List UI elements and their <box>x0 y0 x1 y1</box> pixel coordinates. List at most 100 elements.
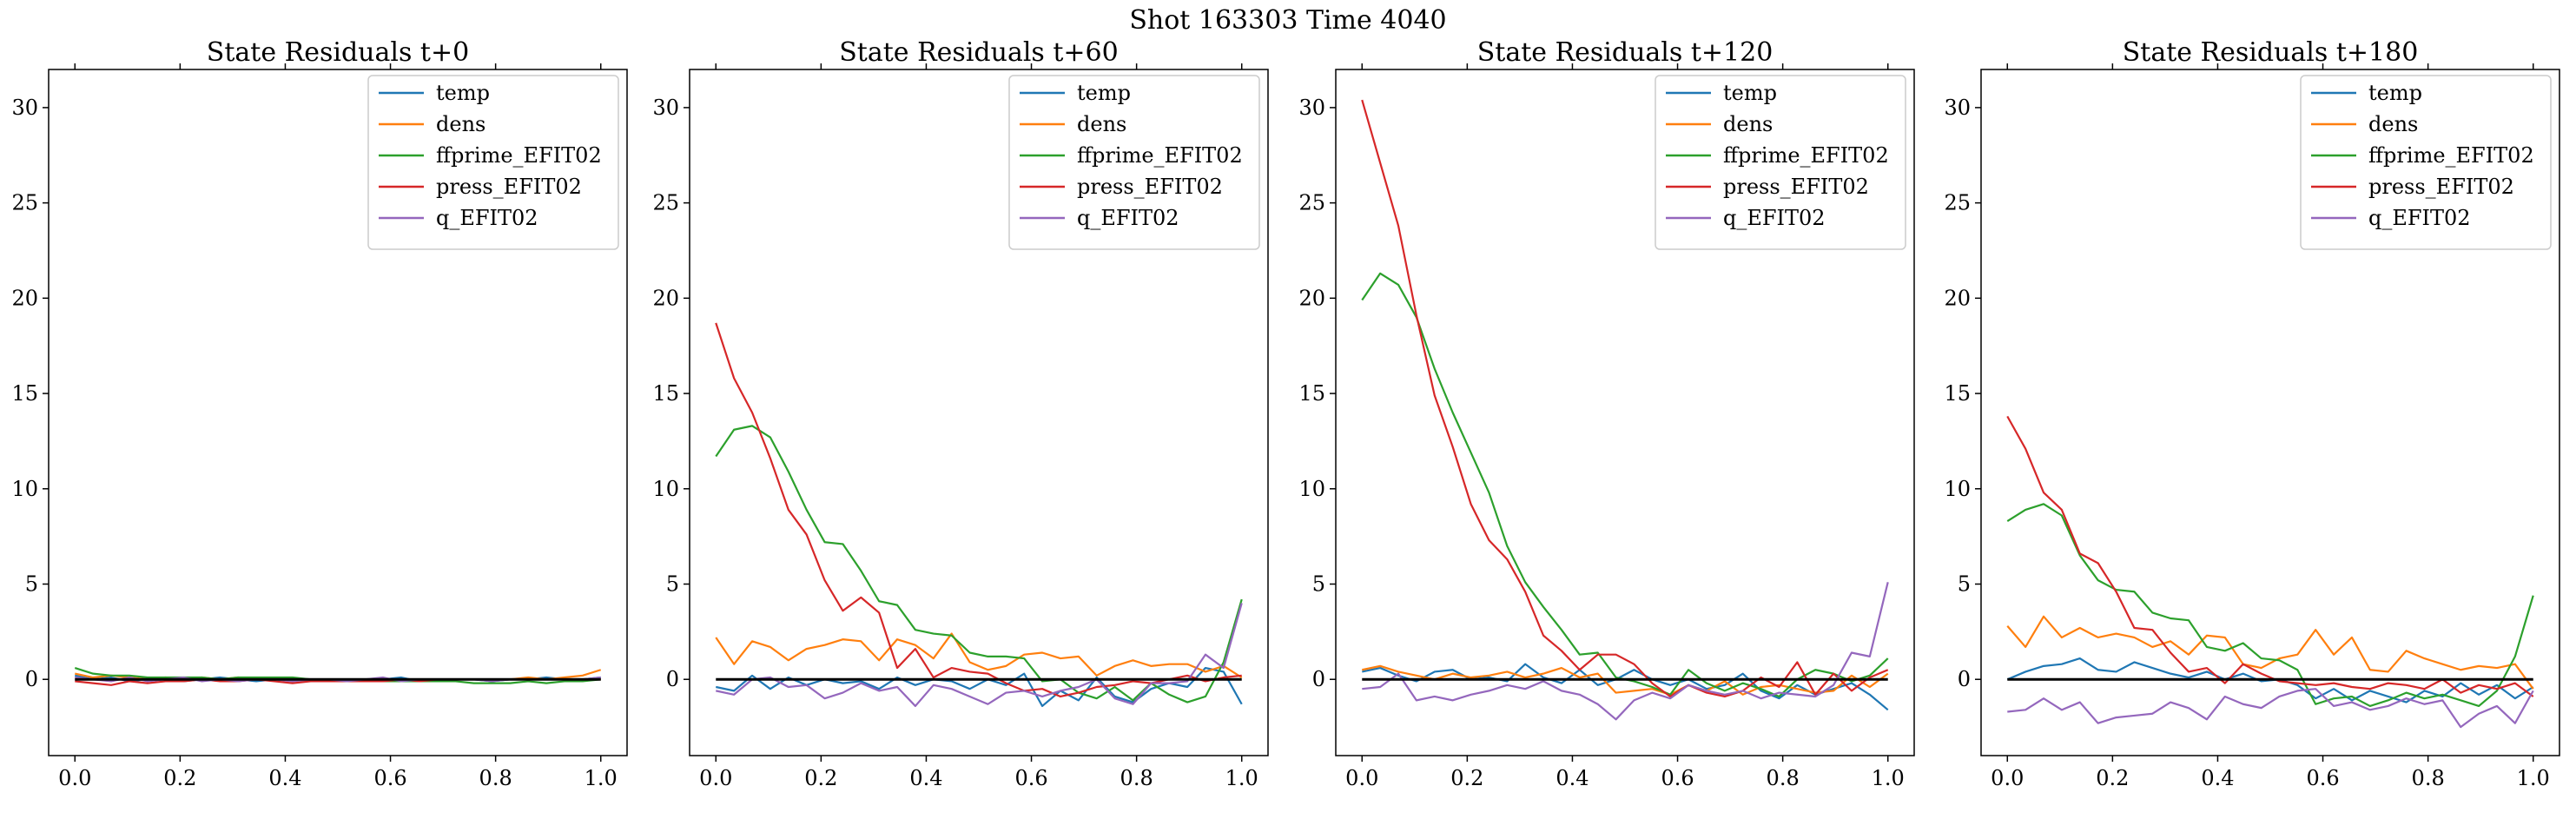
y-tick-label: 15 <box>652 381 679 406</box>
plot-area <box>715 322 1243 708</box>
y-tick-label: 0 <box>1312 667 1325 691</box>
x-tick-label: 0.8 <box>2412 766 2445 790</box>
legend-label: ffprime_EFIT02 <box>436 143 602 168</box>
plot-area <box>2006 415 2534 729</box>
legend-label: ffprime_EFIT02 <box>1723 143 1889 168</box>
y-tick-label: 5 <box>1958 572 1971 597</box>
legend-label: temp <box>436 81 490 105</box>
y-tick-label: 20 <box>652 286 679 310</box>
series-line-temp <box>1362 663 1889 711</box>
y-tick-label: 25 <box>652 191 679 215</box>
y-tick-label: 30 <box>652 96 679 120</box>
series-line-dens <box>1362 664 1889 696</box>
x-tick-label: 0.4 <box>909 766 942 790</box>
axes-frame <box>689 69 1269 756</box>
y-tick-label: 5 <box>25 572 38 597</box>
x-tick-label: 0.6 <box>2306 766 2339 790</box>
x-tick-label: 0.2 <box>804 766 837 790</box>
subplot-2: State Residuals t+120 0.0 0.2 0.4 0.6 0.8 1.0 0… <box>1298 37 1915 790</box>
subplot-title: State Residuals t+0 <box>207 37 469 68</box>
legend-label: q_EFIT02 <box>1077 206 1179 230</box>
x-tick-label: 0.2 <box>2096 766 2129 790</box>
x-tick-label: 0.6 <box>1661 766 1694 790</box>
series-line-press-efit02 <box>1361 99 1889 698</box>
x-tick-label: 0.4 <box>2201 766 2234 790</box>
y-tick-label: 10 <box>11 477 38 501</box>
legend-box <box>1008 75 1260 250</box>
y-tick-label: 10 <box>1944 477 1971 501</box>
legend-label: q_EFIT02 <box>1723 206 1826 230</box>
x-tick-label: 0.6 <box>1014 766 1047 790</box>
legend-box <box>367 75 619 250</box>
series-line-ffprime-efit02 <box>2006 503 2534 708</box>
x-tick-label: 0.4 <box>1556 766 1589 790</box>
y-tick-label: 5 <box>1312 572 1325 597</box>
plot-area <box>74 667 602 686</box>
legend-box <box>1655 75 1906 250</box>
legend-label: q_EFIT02 <box>436 206 538 230</box>
y-tick-label: 10 <box>652 477 679 501</box>
y-tick-label: 20 <box>1944 286 1971 310</box>
legend-label: press_EFIT02 <box>1723 175 1869 199</box>
series-line-dens <box>715 632 1243 678</box>
legend-label: ffprime_EFIT02 <box>1077 143 1243 168</box>
legend-label: q_EFIT02 <box>2368 206 2471 230</box>
series-line-press-efit02 <box>2006 415 2534 697</box>
y-tick-label: 0 <box>25 667 38 691</box>
x-tick-label: 0.8 <box>1767 766 1800 790</box>
subplot-1: State Residuals t+60 0.0 0.2 0.4 0.6 0.8 1.0 0 5… <box>652 37 1269 790</box>
y-tick-label: 0 <box>1958 667 1971 691</box>
x-tick-label: 1.0 <box>2517 766 2550 790</box>
y-tick-label: 15 <box>1298 381 1325 406</box>
legend: temp dens ffprime_EFIT02 press_EFIT02 q_EFIT… <box>1008 75 1260 250</box>
legend-label: temp <box>2368 81 2422 105</box>
y-tick-label: 30 <box>1944 96 1971 120</box>
y-tick-label: 25 <box>11 191 38 215</box>
legend-label: ffprime_EFIT02 <box>2368 143 2534 168</box>
axes-frame <box>48 69 628 756</box>
x-tick-label: 0.2 <box>1450 766 1483 790</box>
y-tick-label: 25 <box>1298 191 1325 215</box>
series-line-press-efit02 <box>715 322 1242 698</box>
y-tick-label: 20 <box>11 286 38 310</box>
y-tick-label: 0 <box>666 667 679 691</box>
legend: temp dens ffprime_EFIT02 press_EFIT02 q_EFIT… <box>1655 75 1906 250</box>
x-tick-label: 1.0 <box>585 766 618 790</box>
y-tick-label: 30 <box>11 96 38 120</box>
y-tick-label: 5 <box>666 572 679 597</box>
x-tick-label: 1.0 <box>1225 766 1258 790</box>
axes-frame <box>1335 69 1915 756</box>
legend-label: temp <box>1723 81 1777 105</box>
x-tick-label: 0.8 <box>479 766 512 790</box>
series-line-q-efit02 <box>2007 688 2534 729</box>
subplot-0: State Residuals t+0 0.0 0.2 0.4 0.6 0.8 1.0 0 5 1… <box>11 37 628 790</box>
legend-label: dens <box>1077 112 1126 136</box>
series-line-q-efit02 <box>1362 582 1889 721</box>
y-tick-label: 15 <box>1944 381 1971 406</box>
x-tick-label: 0.0 <box>699 766 732 790</box>
legend-label: press_EFIT02 <box>436 175 582 199</box>
x-tick-label: 0.0 <box>1345 766 1378 790</box>
subplot-title: State Residuals t+120 <box>1477 37 1773 68</box>
series-line-q-efit02 <box>716 603 1243 708</box>
legend-label: dens <box>436 112 485 136</box>
x-tick-label: 0.4 <box>268 766 301 790</box>
series-line-ffprime-efit02 <box>715 425 1243 703</box>
legend: temp dens ffprime_EFIT02 press_EFIT02 q_EFIT… <box>2300 75 2552 250</box>
x-tick-label: 1.0 <box>1872 766 1905 790</box>
x-tick-label: 0.0 <box>58 766 91 790</box>
legend-label: dens <box>1723 112 1773 136</box>
figure-suptitle: Shot 163303 Time 4040 <box>1129 5 1446 36</box>
y-tick-label: 15 <box>11 381 38 406</box>
x-tick-label: 0.2 <box>163 766 196 790</box>
y-tick-label: 25 <box>1944 191 1971 215</box>
series-line-temp <box>716 666 1243 708</box>
legend-box <box>2300 75 2552 250</box>
legend-label: dens <box>2368 112 2418 136</box>
y-tick-label: 20 <box>1298 286 1325 310</box>
legend: temp dens ffprime_EFIT02 press_EFIT02 q_EFIT… <box>367 75 619 250</box>
y-tick-label: 10 <box>1298 477 1325 501</box>
legend-label: press_EFIT02 <box>1077 175 1223 199</box>
subplot-title: State Residuals t+60 <box>839 37 1118 68</box>
